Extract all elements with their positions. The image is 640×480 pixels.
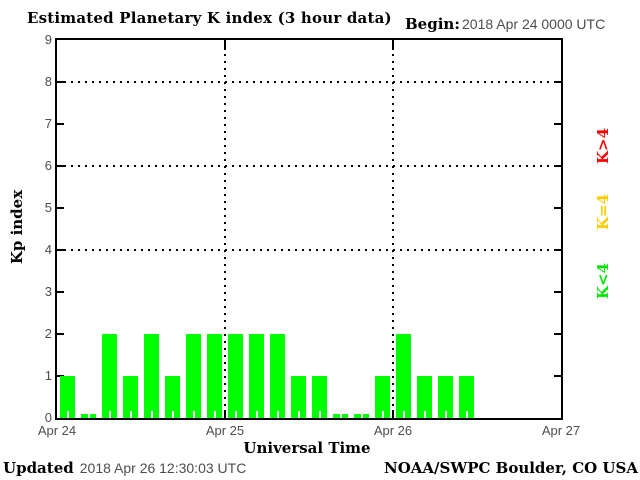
y-tick-mark-right	[554, 165, 561, 167]
kp-bar	[102, 334, 117, 418]
kp-bar	[396, 334, 411, 418]
x-tick-label-0: Apr 24	[37, 423, 77, 438]
y-tick-mark-left	[57, 249, 64, 251]
updated-timestamp: Updated 2018 Apr 26 12:30:03 UTC	[3, 459, 246, 477]
begin-value: 2018 Apr 24 0000 UTC	[462, 16, 606, 32]
y-tick-label-5: 5	[44, 200, 52, 215]
day-tick-bottom	[392, 410, 394, 418]
legend-label-1: K=4	[594, 193, 612, 231]
chart-title: Estimated Planetary K index (3 hour data…	[27, 9, 392, 27]
y-tick-mark-right	[554, 291, 561, 293]
y-tick-mark-right	[554, 207, 561, 209]
kp-bar	[165, 376, 180, 418]
x-axis-title: Universal Time	[243, 439, 371, 457]
y-tick-mark-left	[57, 207, 64, 209]
y-tick-mark-left	[57, 81, 64, 83]
day-tick-top	[392, 40, 394, 50]
legend-label-2: K<4	[594, 262, 612, 300]
y-tick-mark-right	[554, 123, 561, 125]
y-tick-mark-right	[554, 81, 561, 83]
x-tick-label-1: Apr 25	[205, 423, 245, 438]
day-tick-top	[224, 40, 226, 50]
y-tick-label-3: 3	[44, 284, 52, 299]
kp-bar	[186, 334, 201, 418]
y-axis-title: Kp index	[8, 189, 26, 265]
x-tick-label-2: Apr 26	[373, 423, 413, 438]
plot-area	[55, 38, 563, 420]
bar-baseline-notch	[444, 411, 447, 418]
kp-bar	[249, 334, 264, 418]
bar-baseline-notch	[255, 411, 258, 418]
kp-bar	[333, 411, 348, 418]
kp-bar	[354, 411, 369, 418]
bar-baseline-notch	[465, 411, 468, 418]
kp-bar	[207, 334, 222, 418]
y-tick-label-1: 1	[44, 368, 52, 383]
bar-baseline-notch	[150, 411, 153, 418]
kp-bar	[438, 376, 453, 418]
kp-bar	[459, 376, 474, 418]
y-tick-label-2: 2	[44, 326, 52, 341]
x-tick-label-3: Apr 27	[541, 423, 581, 438]
bar-baseline-notch	[108, 411, 111, 418]
kp-bar	[375, 376, 390, 418]
y-tick-label-4: 4	[44, 242, 52, 257]
bar-baseline-notch	[276, 411, 279, 418]
y-tick-label-6: 6	[44, 158, 52, 173]
kp-bar	[81, 411, 96, 418]
bar-baseline-notch	[297, 411, 300, 418]
y-tick-label-9: 9	[44, 32, 52, 47]
bar-baseline-notch	[192, 411, 195, 418]
y-tick-mark-left	[57, 333, 64, 335]
y-tick-label-7: 7	[44, 116, 52, 131]
kp-bar	[144, 334, 159, 418]
kp-bar	[417, 376, 432, 418]
legend-label-0: K>4	[594, 127, 612, 165]
bar-baseline-notch	[360, 411, 363, 418]
bar-baseline-notch	[402, 411, 405, 418]
bar-baseline-notch	[339, 411, 342, 418]
kp-bar	[270, 334, 285, 418]
bar-baseline-notch	[66, 411, 69, 418]
y-tick-mark-right	[554, 375, 561, 377]
bar-baseline-notch	[87, 411, 90, 418]
y-tick-mark-right	[554, 249, 561, 251]
bar-baseline-notch	[171, 411, 174, 418]
kp-bar	[60, 376, 75, 418]
v-gridline-day1	[224, 40, 226, 418]
y-tick-mark-left	[57, 123, 64, 125]
y-tick-label-0: 0	[44, 410, 52, 425]
y-tick-mark-right	[554, 333, 561, 335]
y-tick-mark-left	[57, 165, 64, 167]
updated-label: Updated	[3, 459, 74, 477]
v-gridline-day2	[392, 40, 394, 418]
kp-bar	[312, 376, 327, 418]
begin-label: Begin:	[405, 15, 460, 33]
updated-value: 2018 Apr 26 12:30:03 UTC	[79, 460, 247, 476]
y-tick-label-8: 8	[44, 74, 52, 89]
h-gridline-kp4	[57, 249, 561, 251]
y-tick-mark-left	[57, 291, 64, 293]
bar-baseline-notch	[423, 411, 426, 418]
bar-baseline-notch	[213, 411, 216, 418]
h-gridline-kp8	[57, 81, 561, 83]
bar-baseline-notch	[381, 411, 384, 418]
kp-bar	[228, 334, 243, 418]
source-attribution: NOAA/SWPC Boulder, CO USA	[383, 459, 638, 477]
h-gridline-kp6	[57, 165, 561, 167]
kp-bar	[291, 376, 306, 418]
kp-bar	[123, 376, 138, 418]
bar-baseline-notch	[129, 411, 132, 418]
bar-baseline-notch	[234, 411, 237, 418]
bar-baseline-notch	[318, 411, 321, 418]
day-tick-bottom	[224, 410, 226, 418]
